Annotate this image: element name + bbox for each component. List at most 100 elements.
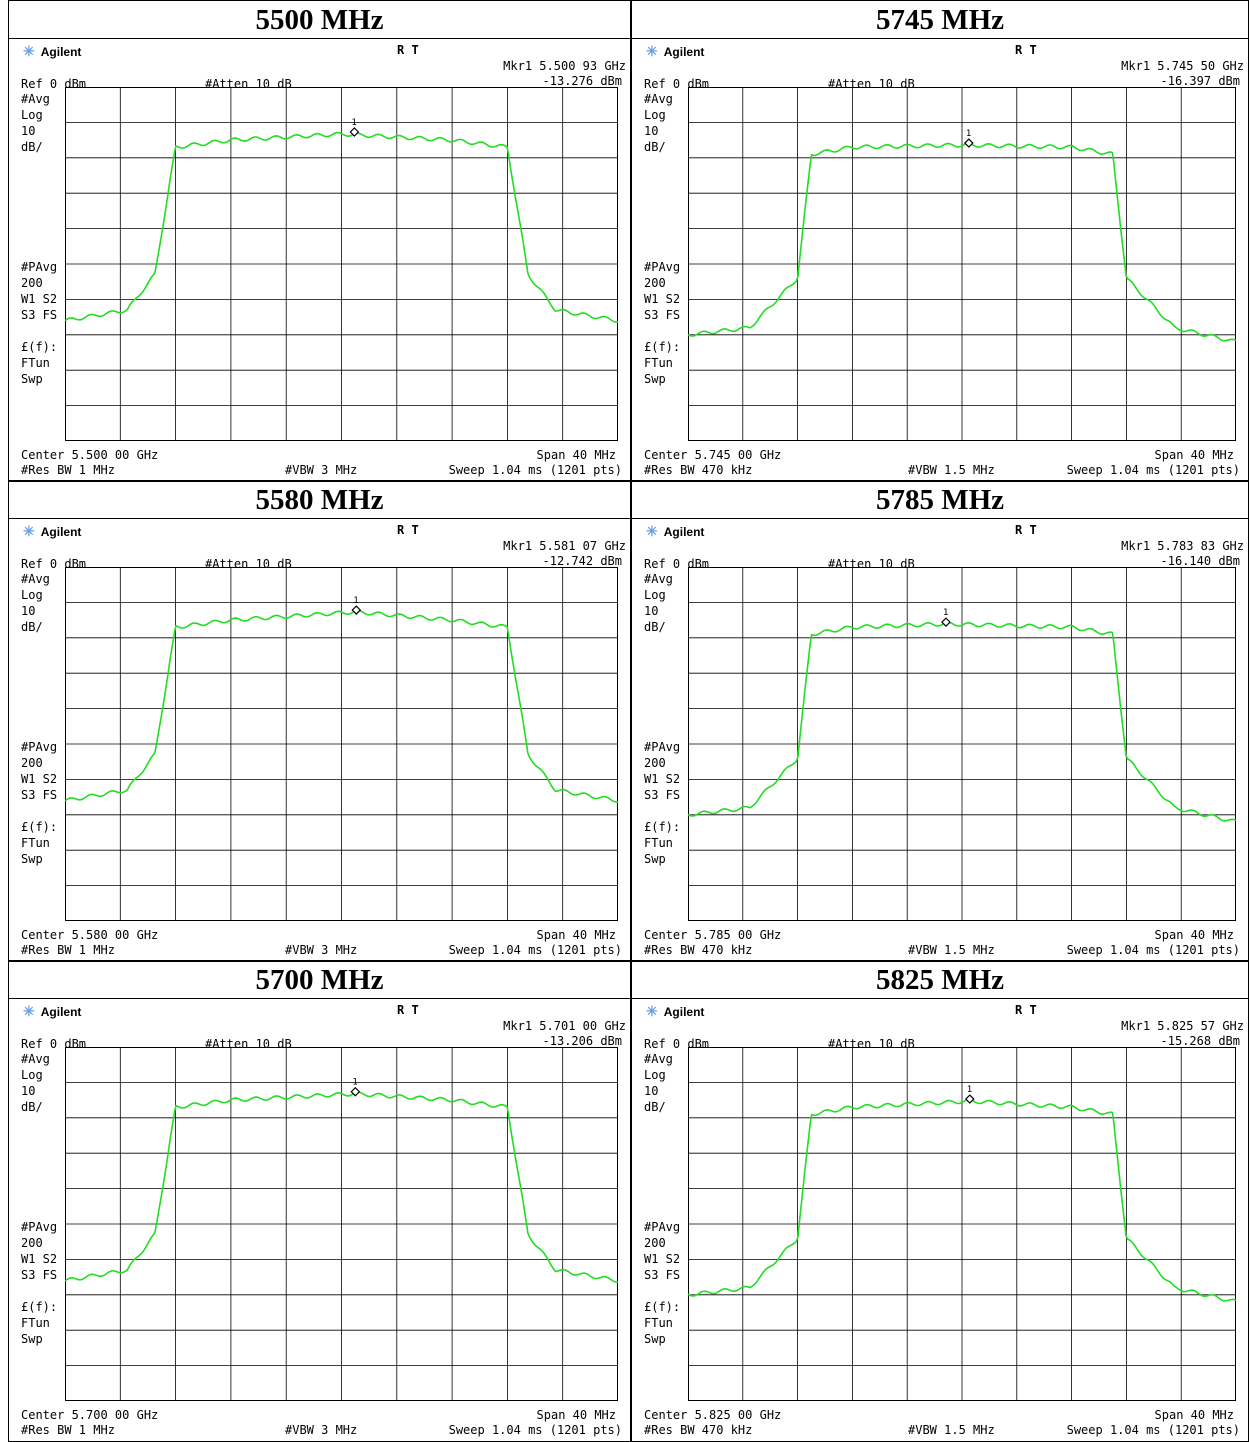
side-label-w1s2: W1 S2 <box>644 292 681 306</box>
marker-1-label: 1 <box>943 608 948 618</box>
resolution-bandwidth: #Res BW 470 kHz <box>644 463 753 477</box>
marker-1-label: 1 <box>967 1085 972 1095</box>
side-label-count: 200 <box>21 276 43 290</box>
resolution-bandwidth: #Res BW 1 MHz <box>21 463 115 477</box>
side-label-swp: Swp <box>644 852 666 866</box>
side-label-ftun: FTun <box>21 836 50 850</box>
center-frequency: Center 5.785 00 GHz <box>644 928 782 942</box>
marker-value: -16.397 dBm <box>1160 74 1240 88</box>
panel-title: 5745 MHz <box>631 0 1249 39</box>
spectrum-chart: 1 <box>688 567 1236 921</box>
plot-area: 1 <box>65 1047 618 1401</box>
agilent-logo: ✳ Agilent <box>646 43 704 60</box>
center-frequency: Center 5.580 00 GHz <box>21 928 159 942</box>
center-frequency: Center 5.500 00 GHz <box>21 448 159 462</box>
resolution-bandwidth: #Res BW 470 kHz <box>644 1423 753 1437</box>
spectrum-chart: 1 <box>65 87 618 441</box>
span-setting: Span 40 MHz <box>1154 928 1234 942</box>
spectrum-plot-panel: ✳ Agilent R T Mkr1 5.581 07 GHz -12.742 dBm R… <box>8 518 631 962</box>
span-setting: Span 40 MHz <box>1154 448 1234 462</box>
side-label-scale: 10 <box>21 1084 36 1098</box>
side-label-s3fs: S3 FS <box>21 308 58 322</box>
side-label-unit: dB/ <box>644 140 666 154</box>
side-label-pavg: #PAvg <box>644 740 681 754</box>
side-label-avg: #Avg <box>21 572 50 586</box>
marker-value: -12.742 dBm <box>542 554 622 568</box>
span-setting: Span 40 MHz <box>536 1408 616 1422</box>
side-label-w1s2: W1 S2 <box>644 772 681 786</box>
run-status: R T <box>397 43 419 57</box>
side-label-log: Log <box>644 1068 666 1082</box>
sweep-setting: Sweep 1.04 ms (1201 pts) <box>1066 463 1240 477</box>
side-label-unit: dB/ <box>21 140 43 154</box>
panel-title: 5700 MHz <box>8 960 631 999</box>
spectrum-trace <box>688 142 1236 342</box>
spectrum-chart: 1 <box>688 87 1236 441</box>
agilent-logo: ✳ Agilent <box>23 1003 81 1020</box>
marker-1-diamond <box>351 605 362 615</box>
side-label-pavg: #PAvg <box>644 260 681 274</box>
center-frequency: Center 5.745 00 GHz <box>644 448 782 462</box>
side-label-ftun: FTun <box>644 356 673 370</box>
resolution-bandwidth: #Res BW 1 MHz <box>21 1423 115 1437</box>
side-label-ftun: FTun <box>21 356 50 370</box>
side-label-pavg: #PAvg <box>21 1220 58 1234</box>
panel-title: 5785 MHz <box>631 480 1249 519</box>
side-label-pavg: #PAvg <box>644 1220 681 1234</box>
side-label-log: Log <box>21 108 43 122</box>
side-label-swp: Swp <box>21 852 43 866</box>
side-label-swp: Swp <box>644 372 666 386</box>
spectrum-plot-panel: ✳ Agilent R T Mkr1 5.825 57 GHz -15.268 dBm R… <box>631 998 1249 1442</box>
brand-label: Agilent <box>663 1004 705 1019</box>
sweep-setting: Sweep 1.04 ms (1201 pts) <box>1066 1423 1240 1437</box>
side-label-pavg: #PAvg <box>21 740 58 754</box>
spectrum-chart: 1 <box>65 1047 618 1401</box>
plot-area: 1 <box>688 567 1236 921</box>
side-label-swp: Swp <box>21 372 43 386</box>
panel-title: 5580 MHz <box>8 480 631 519</box>
video-bandwidth: #VBW 3 MHz <box>285 943 358 957</box>
side-label-ef: £(f): <box>21 1300 58 1314</box>
agilent-logo: ✳ Agilent <box>646 523 704 540</box>
span-setting: Span 40 MHz <box>536 928 616 942</box>
span-setting: Span 40 MHz <box>1154 1408 1234 1422</box>
agilent-star-icon: ✳ <box>646 523 658 539</box>
marker-1-label: 1 <box>351 118 356 128</box>
side-label-unit: dB/ <box>644 1100 666 1114</box>
marker-1-diamond <box>350 1086 361 1097</box>
center-frequency: Center 5.700 00 GHz <box>21 1408 159 1422</box>
marker-value: -13.276 dBm <box>542 74 622 88</box>
marker-readout: Mkr1 5.701 00 GHz <box>503 1019 626 1033</box>
marker-readout: Mkr1 5.581 07 GHz <box>503 539 626 553</box>
side-label-unit: dB/ <box>21 620 43 634</box>
plot-area: 1 <box>65 87 618 441</box>
marker-value: -15.268 dBm <box>1160 1034 1240 1048</box>
spectrum-plot-panel: ✳ Agilent R T Mkr1 5.500 93 GHz -13.276 dBm R… <box>8 38 631 482</box>
side-label-log: Log <box>644 108 666 122</box>
side-label-ef: £(f): <box>21 340 58 354</box>
brand-label: Agilent <box>663 524 705 539</box>
marker-1-label: 1 <box>352 1078 357 1088</box>
side-label-w1s2: W1 S2 <box>21 292 58 306</box>
side-label-ftun: FTun <box>21 1316 50 1330</box>
sweep-setting: Sweep 1.04 ms (1201 pts) <box>448 943 622 957</box>
spectrum-trace <box>65 1091 618 1283</box>
spectrum-trace <box>65 609 618 803</box>
marker-readout: Mkr1 5.783 83 GHz <box>1121 539 1244 553</box>
panel-title: 5825 MHz <box>631 960 1249 999</box>
side-label-w1s2: W1 S2 <box>21 1252 58 1266</box>
side-label-w1s2: W1 S2 <box>644 1252 681 1266</box>
marker-value: -13.206 dBm <box>542 1034 622 1048</box>
plot-area: 1 <box>65 567 618 921</box>
brand-label: Agilent <box>663 44 705 59</box>
side-label-avg: #Avg <box>644 572 673 586</box>
span-setting: Span 40 MHz <box>536 448 616 462</box>
side-label-swp: Swp <box>21 1332 43 1346</box>
spectrum-trace <box>688 621 1236 822</box>
side-label-ftun: FTun <box>644 836 673 850</box>
video-bandwidth: #VBW 1.5 MHz <box>908 463 995 477</box>
side-label-scale: 10 <box>21 604 36 618</box>
side-label-ftun: FTun <box>644 1316 673 1330</box>
side-label-count: 200 <box>644 1236 666 1250</box>
spectrum-chart: 1 <box>65 567 618 921</box>
